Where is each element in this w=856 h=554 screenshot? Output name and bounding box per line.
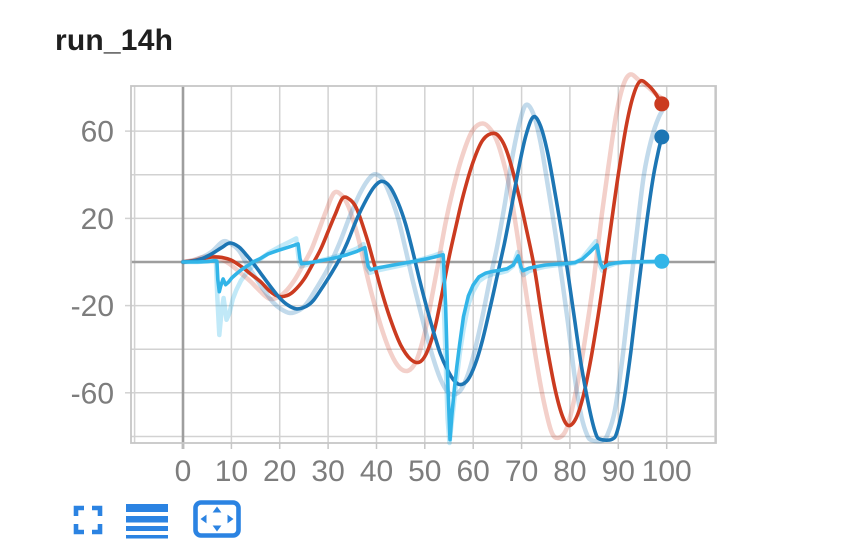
endpoint-dot-run-blue-smoothed [654,129,670,145]
x-tick-label: 20 [263,455,296,488]
y-tick-label: -20 [71,290,114,323]
run-lightblue-smoothed-line [181,242,664,442]
x-tick-label: 40 [360,455,393,488]
run-red-original-line [180,72,669,441]
y-tick-label: 20 [81,203,114,236]
fullscreen-icon [73,505,103,535]
x-tick-labels: 0 10 20 30 40 50 60 70 80 90 100 [175,455,692,488]
x-tick-label: 30 [311,455,344,488]
run-blue-smoothed-line [181,114,664,442]
x-tick-label: 100 [642,455,692,488]
x-tick-label: 70 [505,455,538,488]
y-tick-labels: 60 20 -20 -60 [71,116,114,411]
x-tick-label: 0 [175,455,192,488]
data-list-button[interactable] [126,504,170,540]
endpoint-dot-run-red-smoothed [654,96,670,112]
run-blue-original-line [180,101,669,444]
x-tick-label: 60 [457,455,490,488]
endpoint-dots [654,96,670,269]
y-tick-label: -60 [71,377,114,410]
x-tick-marks [182,443,668,449]
chart-toolbar [73,499,241,540]
fit-to-data-button[interactable] [193,499,241,539]
fullscreen-button[interactable] [73,505,103,535]
y-tick-label: 60 [81,116,114,149]
endpoint-dot-run-lightblue-smoothed [654,253,670,269]
list-lines-icon [126,504,168,539]
plot-border [130,85,717,444]
x-tick-label: 10 [215,455,248,488]
series-lines [180,72,669,446]
x-tick-label: 90 [602,455,635,488]
page-title: run_14h [55,24,174,57]
pan-arrows-icon [193,500,241,538]
x-tick-label: 50 [408,455,441,488]
x-tick-label: 80 [553,455,586,488]
